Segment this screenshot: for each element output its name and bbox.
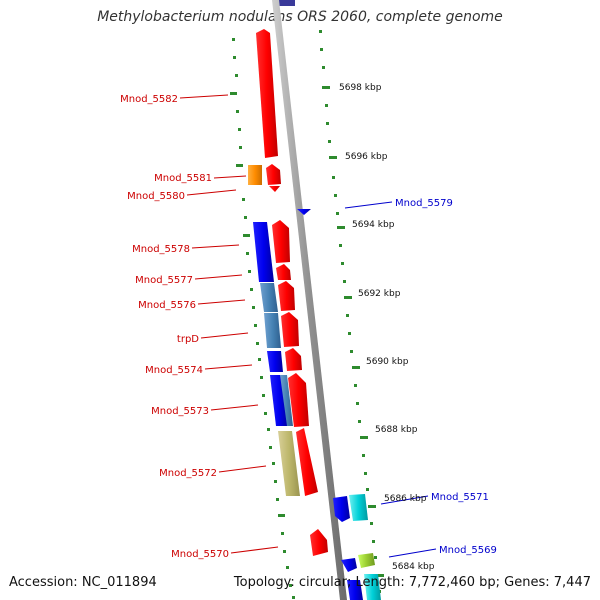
scale-labels: 5698 kbp 5696 kbp 5694 kbp 5692 kbp 5690… xyxy=(339,83,435,572)
cog-blue-block-2 xyxy=(267,351,283,372)
gene-label: Mnod_5570 xyxy=(171,549,229,560)
genome-summary-text: Topology: circular; Length: 7,772,460 bp… xyxy=(233,575,591,590)
left-gene-labels: Mnod_5582 Mnod_5581 Mnod_5580 Mnod_5578 … xyxy=(120,94,229,560)
gene-label: Mnod_5572 xyxy=(159,468,217,479)
gene-label: Mnod_5573 xyxy=(151,406,209,417)
gene-Mnod_5569-a xyxy=(341,558,357,572)
gene-Mnod_5580 xyxy=(269,186,280,192)
gene-bottom-blue xyxy=(347,580,363,600)
gene-track-forward xyxy=(256,29,328,556)
gene-Mnod_5572 xyxy=(296,428,318,496)
map-title: Methylobacterium nodulans ORS 2060, comp… xyxy=(97,9,503,25)
gene-track-cog xyxy=(248,165,300,496)
gene-track-reverse xyxy=(297,209,381,600)
gene-label: trpD xyxy=(177,334,199,345)
scale-label: 5696 kbp xyxy=(345,152,388,162)
gene-Mnod_5569-b xyxy=(358,553,375,568)
gene-Mnod_5574 xyxy=(285,348,302,371)
gene-label: Mnod_5578 xyxy=(132,244,190,255)
scale-label: 5690 kbp xyxy=(366,357,409,367)
outer-tick-ring xyxy=(319,30,381,593)
accession-text: Accession: NC_011894 xyxy=(9,575,157,590)
gene-Mnod_5571-b xyxy=(349,494,368,521)
scale-label: 5692 kbp xyxy=(358,289,401,299)
cog-steel-block-3 xyxy=(280,375,293,426)
gene-Mnod_5582 xyxy=(256,29,278,158)
genome-backbone xyxy=(272,0,347,600)
right-gene-labels: Mnod_5579 Mnod_5571 Mnod_5569 xyxy=(395,198,497,556)
gene-trpD xyxy=(281,312,299,347)
scale-label: 5686 kbp xyxy=(384,494,427,504)
cog-khaki-block xyxy=(278,431,300,496)
scale-label: 5688 kbp xyxy=(375,425,418,435)
cog-blue-block-3 xyxy=(270,375,288,426)
inner-major-ticks xyxy=(230,92,285,517)
gene-label: Mnod_5582 xyxy=(120,94,178,105)
gene-bottom-cyan xyxy=(364,574,381,600)
gene-label: Mnod_5580 xyxy=(127,191,185,202)
gene-Mnod_5579 xyxy=(297,209,311,215)
gene-label: Mnod_5581 xyxy=(154,173,212,184)
gene-Mnod_5577 xyxy=(276,264,291,280)
top-feature-stub xyxy=(273,0,295,6)
cog-orange-block xyxy=(248,165,262,185)
cog-steel-block-1 xyxy=(260,283,278,312)
scale-label: 5684 kbp xyxy=(392,562,435,572)
outer-major-ticks xyxy=(322,86,384,577)
gene-label: Mnod_5569 xyxy=(439,545,497,556)
label-leader-lines xyxy=(179,94,437,558)
gene-Mnod_5576 xyxy=(278,281,295,311)
cog-steel-block-2 xyxy=(264,313,281,348)
gene-label: Mnod_5571 xyxy=(431,492,489,503)
gene-label: Mnod_5576 xyxy=(138,300,196,311)
gene-Mnod_5581 xyxy=(266,164,281,185)
gene-label: Mnod_5579 xyxy=(395,198,453,209)
gene-Mnod_5578 xyxy=(272,220,290,263)
scale-label: 5694 kbp xyxy=(352,220,395,230)
gene-Mnod_5571-a xyxy=(333,496,350,522)
gene-Mnod_5570 xyxy=(310,529,328,556)
gene-label: Mnod_5577 xyxy=(135,275,193,286)
cog-blue-block-1 xyxy=(253,222,274,282)
scale-label: 5698 kbp xyxy=(339,83,382,93)
gene-Mnod_5573 xyxy=(288,373,309,427)
inner-tick-ring xyxy=(232,38,295,599)
gene-label: Mnod_5574 xyxy=(145,365,203,376)
